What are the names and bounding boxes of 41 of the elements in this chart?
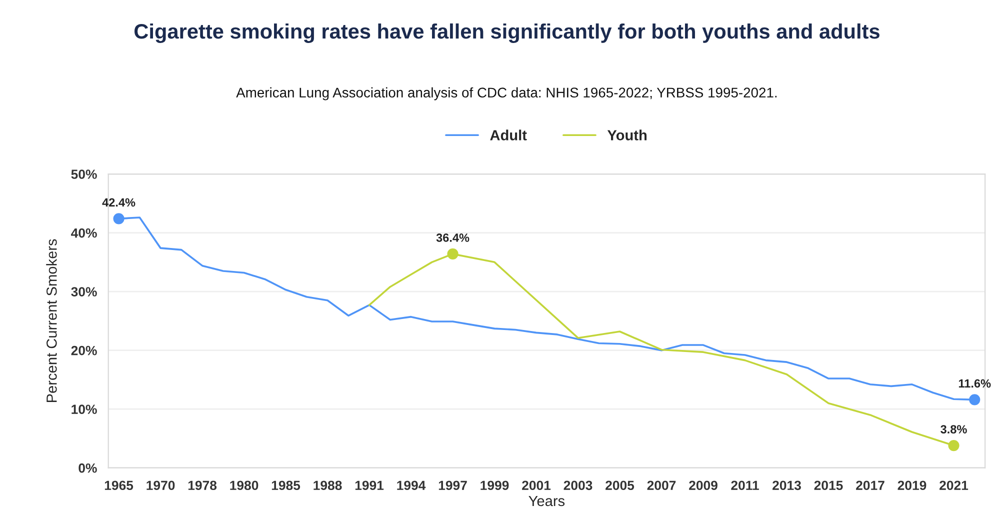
x-tick-label: 1965 <box>104 480 134 490</box>
y-tick-label: 0% <box>78 463 97 473</box>
chart-subtitle: American Lung Association analysis of CDC data: NHIS 1965-2022; YRBSS 1995-2021. <box>236 87 777 100</box>
x-tick-label: 2005 <box>606 480 634 490</box>
x-tick-label: 2011 <box>731 480 759 490</box>
x-tick-label: 2001 <box>522 480 551 490</box>
x-tick-label: 1997 <box>438 480 467 490</box>
point <box>948 440 960 452</box>
legend-label: Youth <box>607 130 647 140</box>
x-tick-label: 2007 <box>647 480 676 490</box>
x-tick-label: 1999 <box>480 480 509 490</box>
x-tick-label: 1978 <box>188 480 217 490</box>
chart-title: Cigarette smoking rates have fallen significantly for both youths and adults <box>134 23 880 43</box>
x-tick-label: 2013 <box>772 480 801 490</box>
x-tick-label: 2019 <box>898 480 926 490</box>
x-tick-label: 1970 <box>146 480 175 490</box>
x-tick-label: 1988 <box>314 480 342 490</box>
x-tick-label: 2009 <box>689 480 718 490</box>
x-tick-label: 2017 <box>856 480 884 490</box>
y-tick-label: 20% <box>71 346 97 356</box>
y-tick-label: 50% <box>71 170 97 179</box>
x-tick-label: 1991 <box>355 480 384 490</box>
x-tick-label: 1994 <box>397 480 426 490</box>
x-tick-label: 2003 <box>564 480 592 490</box>
point <box>969 394 980 406</box>
legend-label: Adult <box>490 130 527 140</box>
point <box>113 213 124 224</box>
data-label: 3.8% <box>940 425 967 434</box>
y-tick-label: 30% <box>71 287 97 296</box>
x-tick-label: 2021 <box>940 480 968 490</box>
data-label: 42.4% <box>102 198 136 207</box>
point <box>447 248 458 260</box>
x-tick-label: 1985 <box>272 480 300 490</box>
y-tick-label: 40% <box>71 228 97 238</box>
y-tick-label: 10% <box>72 404 97 414</box>
x-tick-label: 1980 <box>230 480 258 490</box>
x-axis-title: Years <box>528 496 565 506</box>
data-label: 11.6% <box>958 379 991 388</box>
data-label: 36.4% <box>436 234 470 242</box>
x-tick-label: 2015 <box>814 480 843 490</box>
y-axis-title: Percent Current Smokers <box>46 239 57 402</box>
